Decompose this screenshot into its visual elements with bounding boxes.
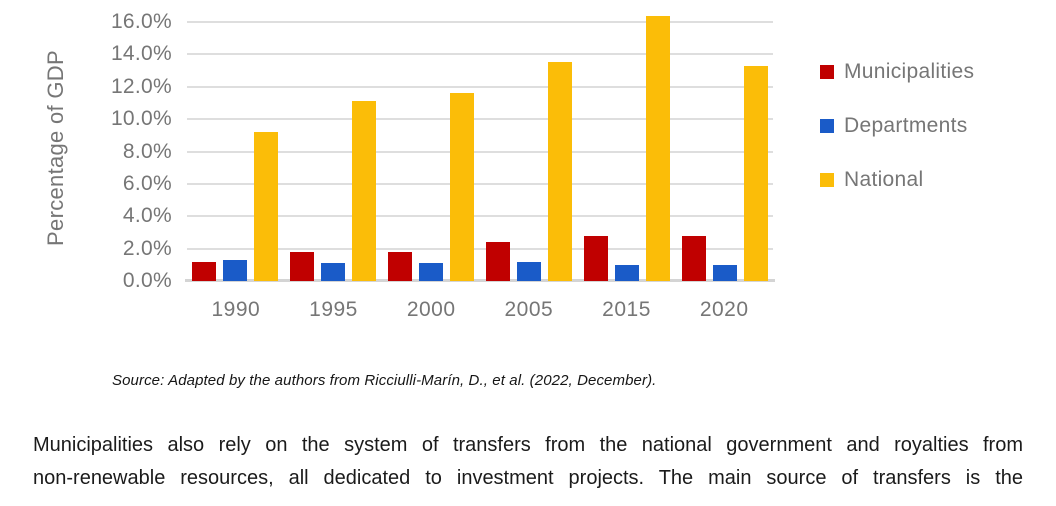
y-tick-label: 8.0%	[122, 139, 172, 163]
bar-departments-2005	[517, 261, 541, 281]
legend-swatch-icon	[820, 64, 834, 79]
bar-departments-2020	[713, 264, 737, 281]
bar-departments-1995	[321, 263, 345, 281]
gridline	[187, 215, 773, 218]
bar-chart-figure: Percentage of GDP 16.0% 14.0% 12.0% 10.0% 8.…	[43, 10, 974, 322]
bar-municipalities-1990	[192, 261, 216, 281]
x-axis-line	[185, 279, 775, 282]
bar-national-2005	[548, 62, 572, 281]
bar-municipalities-2000	[388, 251, 412, 281]
y-tick-label: 0.0%	[122, 269, 172, 292]
gridline	[187, 85, 773, 88]
y-tick-label: 6.0%	[122, 171, 172, 195]
body-line: non-renewable resources, all dedicated t…	[33, 467, 1023, 489]
y-tick-label: 10.0%	[110, 107, 172, 131]
bar-group-1990	[192, 22, 278, 281]
plot-area	[185, 15, 775, 282]
bars-container	[187, 15, 773, 281]
bar-municipalities-2015	[584, 235, 608, 281]
bar-national-1995	[352, 101, 376, 281]
legend-swatch-icon	[820, 172, 834, 187]
legend-swatch-icon	[820, 118, 834, 133]
legend-label: Departments	[844, 113, 968, 137]
gridline	[187, 21, 773, 23]
legend-label: National	[844, 167, 924, 191]
source-note: Source: Adapted by the authors from Ricc…	[112, 372, 657, 389]
gridline	[187, 118, 773, 121]
legend-item-national: National	[820, 166, 974, 193]
bar-group-2005	[486, 22, 572, 281]
legend-item-departments: Departments	[820, 112, 974, 139]
bar-national-2000	[450, 93, 474, 281]
x-tick-label-1995: 1995	[309, 298, 358, 321]
x-axis-labels: 1990 1995 2000 2005 2015 2020	[187, 298, 773, 322]
bar-departments-2015	[615, 264, 639, 281]
chart-legend: Municipalities Departments National	[820, 58, 974, 220]
bar-municipalities-1995	[290, 251, 314, 281]
gridline	[187, 247, 773, 250]
y-tick-label: 16.0%	[110, 10, 172, 33]
bar-group-2015	[584, 15, 670, 281]
bar-municipalities-2020	[682, 235, 706, 281]
bar-national-2020	[744, 65, 768, 281]
legend-label: Municipalities	[844, 59, 975, 83]
x-tick-label-2000: 2000	[406, 298, 456, 321]
bar-departments-2000	[419, 263, 443, 281]
gridline	[187, 182, 773, 185]
bar-group-2000	[388, 22, 474, 281]
bar-national-2015	[646, 15, 670, 281]
y-tick-label: 12.0%	[110, 74, 172, 98]
x-tick-label-2020: 2020	[699, 298, 749, 321]
bar-group-1995	[290, 22, 376, 281]
legend-item-municipalities: Municipalities	[820, 58, 974, 85]
gridline	[187, 150, 773, 153]
x-tick-label-2015: 2015	[602, 298, 651, 321]
bar-group-2020	[682, 22, 768, 281]
y-tick-label: 14.0%	[110, 42, 172, 66]
bar-departments-1990	[223, 259, 247, 281]
bar-municipalities-2005	[486, 242, 510, 281]
gridline	[187, 53, 773, 56]
y-tick-label: 2.0%	[122, 236, 172, 260]
bar-national-1990	[254, 132, 278, 281]
y-tick-label: 4.0%	[122, 204, 172, 228]
x-tick-label-2005: 2005	[504, 298, 554, 321]
body-line: Municipalities also rely on the system o…	[33, 434, 1023, 456]
body-paragraph: Municipalities also rely on the system o…	[33, 429, 1023, 495]
x-tick-label-1990: 1990	[211, 298, 261, 321]
